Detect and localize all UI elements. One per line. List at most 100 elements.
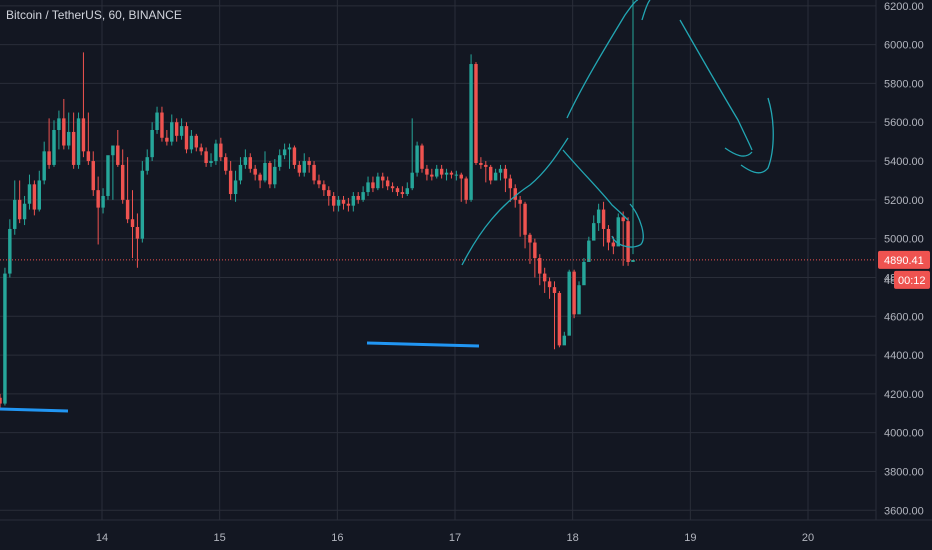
candle — [606, 225, 611, 251]
y-tick-label: 4400.00 — [884, 350, 924, 362]
candle-body — [425, 168, 429, 175]
candle — [390, 182, 395, 193]
candle — [616, 213, 620, 247]
candle — [327, 186, 331, 206]
candle-body — [47, 151, 51, 165]
candle — [22, 195, 27, 226]
candle-body — [616, 217, 620, 247]
candle-body — [8, 228, 12, 274]
candle — [488, 164, 493, 185]
candle — [459, 172, 463, 202]
support-line-left — [0, 407, 69, 413]
candle — [410, 118, 414, 191]
y-tick-label: 4000.00 — [884, 428, 924, 440]
candle-body — [361, 192, 365, 200]
candle-body — [302, 161, 306, 173]
candle — [184, 122, 189, 154]
candle-body — [611, 242, 616, 247]
candle — [542, 267, 547, 293]
candle-body — [562, 335, 567, 346]
candle-body — [513, 188, 517, 200]
candle-body — [135, 227, 140, 239]
candle — [508, 174, 513, 202]
candle-body — [542, 273, 547, 282]
candle-body — [493, 172, 498, 181]
candle — [498, 164, 503, 181]
candle-body — [150, 130, 154, 158]
candle-body — [430, 174, 434, 177]
candle-body — [76, 118, 81, 165]
candle — [179, 118, 184, 140]
x-tick-label: 19 — [684, 532, 696, 544]
candle — [449, 170, 454, 179]
drawing-layer — [0, 0, 876, 413]
candle-body — [508, 178, 513, 189]
candle — [71, 112, 76, 169]
candle-body — [224, 157, 228, 171]
candle — [474, 62, 478, 165]
candle — [81, 52, 86, 158]
candle-body — [37, 180, 42, 210]
candle-body — [96, 190, 100, 208]
candle-body — [101, 195, 105, 208]
sketch-stroke — [641, 0, 651, 21]
time-axis-bg — [0, 520, 932, 550]
candle — [376, 172, 380, 191]
candle-body — [71, 131, 76, 165]
y-tick-label: 5600.00 — [884, 117, 924, 129]
candle-body — [189, 135, 194, 150]
candle-body — [165, 137, 169, 142]
candle — [253, 164, 257, 181]
candle — [248, 153, 252, 173]
candle-body — [606, 228, 611, 243]
candle-body — [385, 180, 390, 187]
candle — [435, 164, 439, 179]
candle-body — [273, 166, 277, 185]
candle-body — [81, 118, 86, 152]
candle — [86, 112, 91, 165]
last-price-tag — [878, 250, 930, 269]
candle — [8, 219, 12, 278]
candle-body — [444, 172, 449, 175]
candle-body — [498, 168, 503, 173]
candle-body — [312, 164, 316, 181]
candle — [140, 161, 145, 243]
candle-body — [3, 273, 7, 404]
candle — [361, 186, 365, 202]
candle-body — [410, 172, 414, 189]
candle — [582, 258, 586, 286]
candle-body — [439, 168, 444, 175]
candle-body — [390, 186, 395, 189]
candle-body — [268, 162, 272, 185]
hidden-price-label: 48 — [884, 275, 896, 287]
candle-body — [116, 145, 120, 165]
candle — [224, 153, 228, 175]
candle-body — [253, 168, 257, 175]
candle-body — [67, 131, 71, 146]
candle-body — [415, 145, 419, 173]
candle — [322, 180, 326, 196]
candle — [42, 141, 46, 185]
candle — [155, 106, 159, 134]
candle — [297, 161, 302, 177]
candle — [415, 141, 419, 177]
candle-body — [336, 199, 341, 206]
candle-body — [27, 184, 32, 204]
countdown-label: 00:12 — [898, 275, 926, 287]
candle-body — [86, 151, 91, 162]
candle — [557, 291, 562, 348]
candle — [312, 161, 316, 185]
candle — [567, 269, 571, 336]
candle — [189, 130, 194, 154]
candle — [37, 170, 42, 212]
candle — [199, 143, 203, 156]
candle-body — [631, 259, 635, 262]
candle — [351, 192, 356, 212]
x-tick-label: 15 — [214, 532, 226, 544]
candle-body — [488, 166, 493, 181]
candle-body — [243, 157, 248, 165]
candle — [243, 149, 248, 169]
candle — [371, 176, 375, 193]
